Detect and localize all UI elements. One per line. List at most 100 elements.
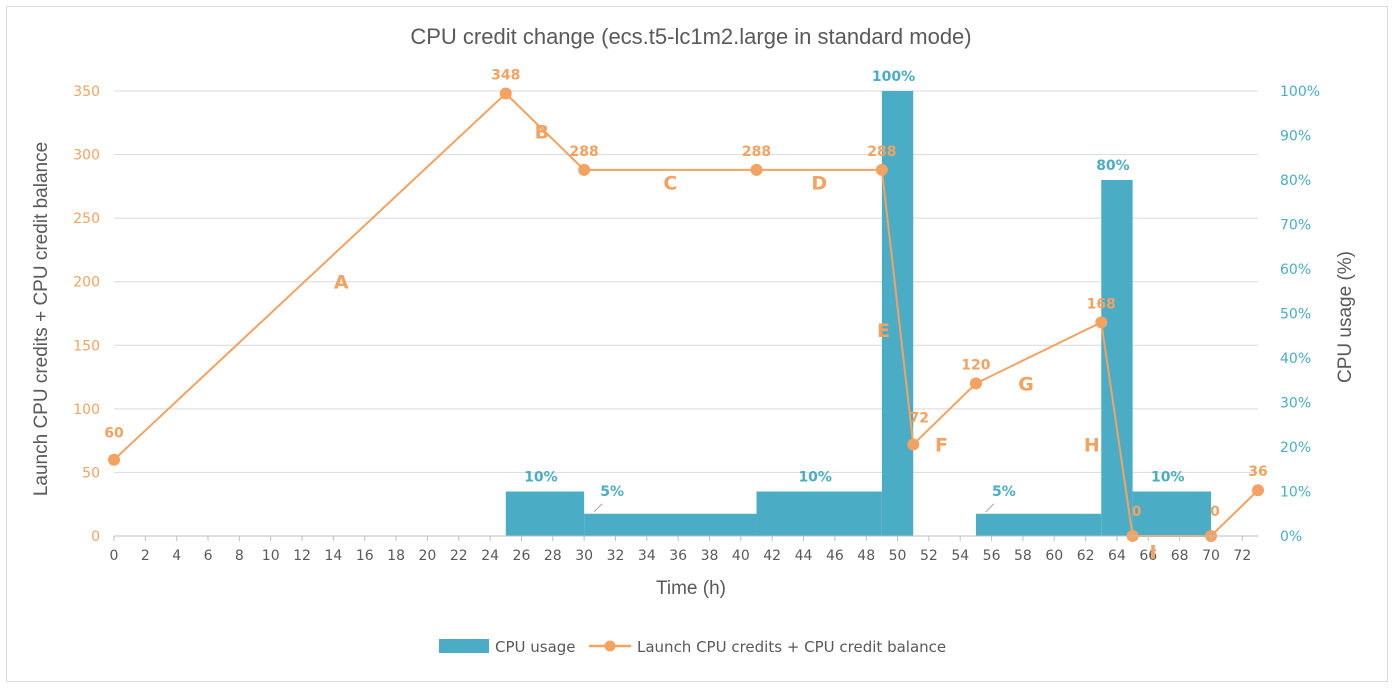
y-left-tick-label: 0 — [91, 529, 100, 545]
line-data-label: 348 — [491, 68, 520, 84]
x-tick-label: 44 — [795, 548, 813, 564]
x-tick-label: 28 — [544, 548, 562, 564]
credit-balance-point — [750, 163, 763, 176]
x-tick-label: 16 — [356, 548, 374, 564]
x-tick-label: 64 — [1108, 548, 1126, 564]
segment-label: F — [935, 434, 948, 456]
chart-svg: 0501001502002503003500%10%20%30%40%50%60… — [31, 24, 1356, 656]
y-right-tick-label: 0% — [1280, 529, 1302, 545]
credit-balance-point — [1252, 484, 1264, 497]
credit-balance-point — [108, 453, 120, 466]
segment-label: D — [811, 173, 827, 195]
x-tick-label: 34 — [638, 548, 656, 564]
y-right-tick-label: 50% — [1280, 307, 1311, 323]
legend-label-credit-balance: Launch CPU credits + CPU credit balance — [637, 638, 946, 656]
x-tick-label: 12 — [293, 548, 311, 564]
cpu-usage-bars — [505, 91, 1211, 536]
segment-label: H — [1084, 434, 1100, 456]
cpu-usage-bar — [1132, 491, 1211, 536]
x-tick-label: 6 — [204, 548, 213, 564]
legend-bar-swatch — [439, 639, 489, 653]
x-tick-label: 40 — [732, 548, 750, 564]
x-tick-label: 58 — [1014, 548, 1032, 564]
x-tick-label: 38 — [701, 548, 719, 564]
bar-label-leader — [985, 503, 995, 513]
legend-marker — [604, 640, 616, 652]
gridlines — [114, 90, 1258, 473]
x-tick-label: 52 — [920, 548, 938, 564]
credit-balance-point — [578, 163, 591, 176]
y-right-tick-label: 40% — [1280, 351, 1311, 367]
bar-data-label: 100% — [872, 69, 915, 85]
y-right-tick-label: 80% — [1280, 173, 1311, 189]
cpu-usage-bar — [584, 513, 757, 536]
bar-data-label: 10% — [798, 470, 832, 486]
x-tick-label: 66 — [1139, 548, 1157, 564]
y-right-tick-label: 60% — [1280, 262, 1311, 278]
credit-balance-line — [108, 87, 1264, 542]
x-tick-label: 50 — [889, 548, 907, 564]
x-tick-label: 10 — [262, 548, 280, 564]
y-right-tick-label: 10% — [1280, 485, 1311, 501]
y-left-tick-label: 100 — [73, 402, 100, 418]
x-tick-label: 46 — [826, 548, 844, 564]
y-left-tick-label: 200 — [73, 275, 100, 291]
segment-label: G — [1018, 373, 1034, 395]
bar-data-label: 5% — [992, 484, 1016, 500]
x-tick-label: 48 — [857, 548, 875, 564]
x-tick-label: 22 — [450, 548, 468, 564]
segment-label: A — [334, 272, 349, 294]
y-axis-right-title: CPU usage (%) — [1335, 251, 1356, 383]
x-tick-label: 30 — [575, 548, 593, 564]
segment-label: E — [877, 320, 890, 342]
line-data-label: 36 — [1248, 464, 1267, 480]
x-tick-label: 36 — [669, 548, 687, 564]
cpu-usage-bar — [975, 513, 1102, 536]
credit-balance-point — [907, 438, 920, 451]
line-data-label: 168 — [1087, 296, 1116, 312]
x-tick-label: 56 — [983, 548, 1001, 564]
credit-balance-point — [969, 377, 982, 390]
legend-label-cpu-usage: CPU usage — [495, 638, 576, 656]
y-left-tick-label: 50 — [82, 465, 100, 481]
chart-frame: 0 50 100 150 200 250 300 350 0% 10% 20% 30% 40% 50% 60… — [6, 6, 1388, 682]
credit-balance-point — [1095, 316, 1108, 329]
x-tick-label: 68 — [1171, 548, 1189, 564]
x-tick-label: 26 — [513, 548, 531, 564]
x-tick-label: 0 — [110, 548, 119, 564]
legend: CPU usage Launch CPU credits + CPU credi… — [439, 638, 946, 656]
x-tick-label: 18 — [387, 548, 405, 564]
x-tick-label: 4 — [172, 548, 181, 564]
y-right-tick-label: 70% — [1280, 218, 1311, 234]
line-data-label: 120 — [961, 357, 990, 373]
y-axis-left-title: Launch CPU credits + CPU credit balance — [31, 142, 52, 496]
segment-label: I — [1149, 541, 1156, 563]
bar-data-label: 10% — [524, 470, 558, 486]
x-tick-label: 20 — [419, 548, 437, 564]
y-right-tick-label: 20% — [1280, 440, 1311, 456]
x-tick-label: 2 — [141, 548, 150, 564]
y-right-tick-label: 90% — [1280, 129, 1311, 145]
x-tick-label: 8 — [235, 548, 244, 564]
x-tick-label: 62 — [1077, 548, 1095, 564]
x-tick-label: 70 — [1202, 548, 1220, 564]
bar-data-label: 10% — [1151, 470, 1185, 486]
line-data-label: 288 — [867, 144, 896, 160]
line-data-label: 288 — [742, 144, 771, 160]
line-data-label: 0 — [1210, 504, 1220, 520]
credit-balance-point — [499, 87, 512, 100]
segment-label: C — [663, 173, 677, 195]
axes: 0501001502002503003500%10%20%30%40%50%60… — [73, 84, 1320, 564]
bar-label-leader — [593, 503, 603, 513]
bar-data-label: 5% — [600, 484, 624, 500]
y-left-tick-label: 150 — [73, 338, 100, 354]
line-data-label: 60 — [104, 426, 124, 442]
line-data-label: 288 — [570, 144, 599, 160]
x-tick-label: 42 — [763, 548, 781, 564]
y-left-tick-label: 300 — [73, 148, 100, 164]
chart-title: CPU credit change (ecs.t5-lc1m2.large in… — [410, 24, 971, 49]
y-left-tick-label: 250 — [73, 211, 100, 227]
bar-data-label: 80% — [1096, 158, 1130, 174]
credit-balance-polyline — [113, 92, 1259, 537]
x-tick-label: 14 — [324, 548, 342, 564]
